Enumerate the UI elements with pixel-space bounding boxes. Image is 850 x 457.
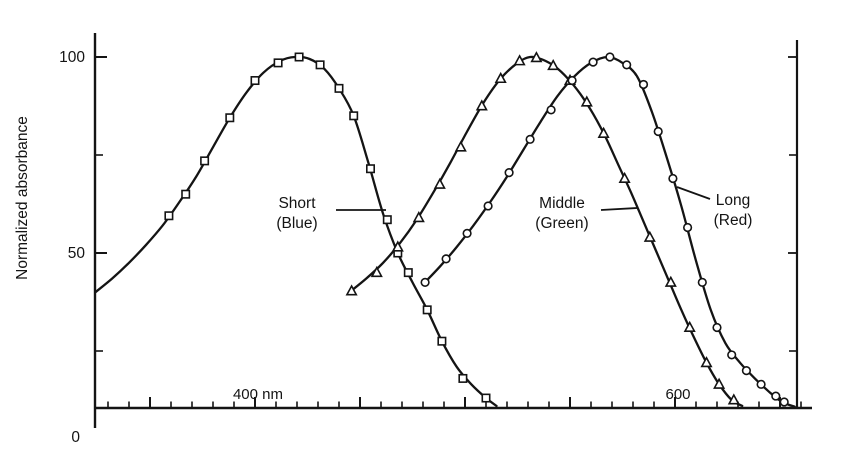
circle-marker	[504, 168, 514, 178]
circle-marker	[605, 52, 615, 62]
y-tick-label: 100	[59, 49, 85, 66]
triangle-marker	[643, 230, 656, 242]
curves-layer	[94, 55, 796, 408]
triangle-marker	[494, 71, 507, 84]
triangle-marker	[580, 95, 593, 107]
y-axis-title: Normalized absorbance	[14, 116, 31, 280]
square-marker	[225, 113, 235, 123]
triangle-marker	[683, 320, 696, 332]
circle-marker	[546, 105, 556, 115]
series-leader-line	[676, 186, 711, 200]
y-origin-label: 0	[71, 429, 80, 446]
circle-marker	[712, 322, 722, 333]
circle-marker	[525, 134, 535, 144]
square-marker	[403, 268, 413, 278]
triangle-marker	[475, 99, 488, 111]
series-label-line1: Middle	[539, 195, 585, 212]
series-label-line1: Long	[716, 192, 750, 209]
triangle-marker	[530, 51, 543, 63]
square-marker	[437, 336, 447, 346]
square-marker	[365, 164, 375, 174]
x-axis-label: 600	[665, 386, 690, 403]
triangle-marker	[433, 177, 446, 189]
square-marker	[250, 76, 260, 86]
triangle-marker	[618, 171, 631, 184]
triangle-marker	[664, 275, 677, 287]
circle-marker	[779, 397, 789, 407]
square-marker	[382, 215, 392, 225]
circle-marker	[462, 228, 472, 238]
circle-marker	[682, 222, 693, 233]
square-marker	[273, 58, 283, 68]
circle-marker	[567, 75, 577, 86]
square-marker	[349, 111, 359, 121]
series-label-line1: Short	[278, 195, 316, 212]
circle-marker	[727, 350, 737, 360]
square-marker	[181, 189, 191, 199]
square-marker	[315, 60, 325, 70]
circle-marker	[741, 366, 752, 376]
square-marker	[200, 156, 210, 166]
markers-layer	[164, 51, 789, 407]
square-marker	[458, 373, 468, 383]
circle-marker	[756, 379, 766, 389]
circle-marker	[420, 277, 430, 288]
triangle-marker	[370, 265, 383, 278]
circle-marker	[622, 60, 632, 70]
circle-marker	[697, 277, 707, 288]
square-marker	[294, 52, 304, 62]
square-marker	[164, 211, 174, 221]
series-label-line2: (Blue)	[276, 215, 317, 232]
triangle-marker	[597, 126, 610, 138]
triangle-marker	[412, 211, 425, 223]
axes-layer: 100 50 0 400 nm 600	[59, 33, 812, 446]
circle-marker	[588, 57, 598, 67]
annotations-layer: Short (Blue) Middle (Green) Long (Red)	[276, 186, 753, 232]
circle-marker	[483, 201, 493, 211]
square-marker	[422, 305, 432, 315]
triangle-marker	[727, 393, 740, 405]
y-tick-label: 50	[68, 245, 86, 262]
circle-marker	[771, 391, 781, 401]
square-marker	[334, 83, 344, 93]
triangle-marker	[391, 240, 404, 252]
circle-marker	[653, 126, 663, 137]
triangle-marker	[345, 284, 358, 296]
series-label-line2: (Red)	[714, 212, 753, 229]
circle-marker	[441, 254, 451, 264]
triangle-marker	[700, 356, 713, 368]
series-label-line2: (Green)	[535, 215, 588, 232]
x-axis-label: 400 nm	[233, 386, 283, 403]
triangle-marker	[713, 377, 726, 389]
triangle-marker	[513, 54, 526, 66]
square-marker	[481, 393, 491, 403]
series-leader-line	[600, 207, 638, 211]
circle-marker	[668, 173, 678, 184]
circle-marker	[638, 79, 649, 90]
triangle-marker	[454, 140, 467, 152]
triangle-marker	[547, 58, 560, 71]
